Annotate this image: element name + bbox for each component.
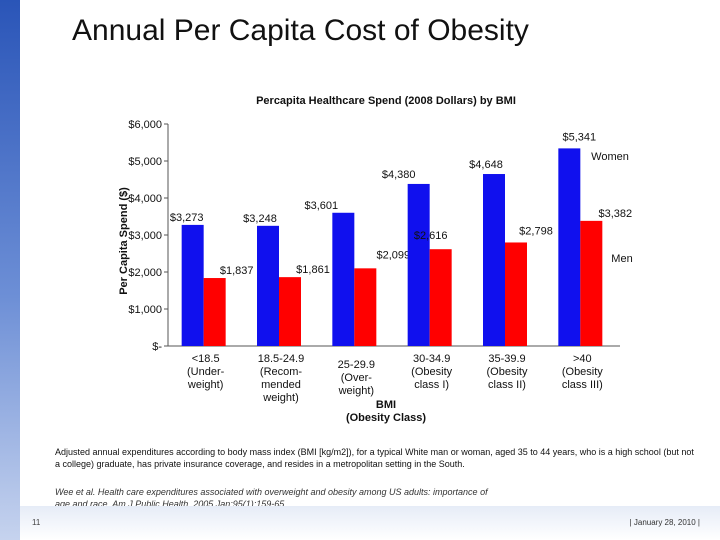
- bar-women: [483, 174, 505, 346]
- x-tick-label: <18.5 (Under-weight): [187, 353, 225, 391]
- data-label-women: $5,341: [563, 131, 597, 143]
- data-label-women: $4,648: [469, 159, 503, 171]
- x-axis-title: BMI (Obesity Class): [346, 399, 426, 424]
- chart-title: Percapita Healthcare Spend (2008 Dollars…: [256, 95, 516, 107]
- data-label-women: $3,601: [305, 200, 339, 212]
- x-tick-label: >40 (Obesity class III): [562, 353, 603, 391]
- bar-men: [354, 268, 377, 346]
- y-tick-label: $-: [152, 341, 162, 353]
- y-tick-label: $1,000: [128, 304, 162, 316]
- y-tick-label: $5,000: [128, 156, 162, 168]
- data-label-men: $1,837: [220, 265, 254, 277]
- y-tick-label: $6,000: [128, 119, 162, 131]
- data-label-men: $2,099: [377, 249, 411, 261]
- citation: Wee et al. Health care expenditures asso…: [55, 487, 488, 509]
- bar-men: [429, 249, 452, 346]
- slide-number: 11: [32, 518, 41, 527]
- data-label-women: $3,248: [243, 213, 277, 225]
- sidebar-stripe: [0, 0, 20, 540]
- bar-men: [279, 277, 301, 346]
- y-tick-label: $2,000: [128, 267, 162, 279]
- footer-date: | January 28, 2010 |: [629, 518, 700, 527]
- data-label-men: $3,382: [599, 208, 633, 220]
- chart-caption: Adjusted annual expenditures according t…: [55, 447, 694, 469]
- bar-women: [407, 183, 430, 346]
- y-axis-title: Per Capita Spend ($): [118, 187, 130, 295]
- bar-men: [580, 220, 603, 346]
- bar-men: [505, 242, 527, 346]
- data-label-women: $4,380: [382, 169, 416, 181]
- data-label-men: $1,861: [296, 264, 330, 276]
- bar-women: [558, 148, 581, 346]
- x-tick-label: 18.5-24.9 (Recom-mended weight): [258, 353, 304, 404]
- bar-women: [332, 212, 355, 346]
- bar-chart: Percapita Healthcare Spend (2008 Dollars…: [118, 95, 633, 424]
- data-label-men: $2,798: [519, 225, 553, 237]
- x-tick-label: 35-39.9 (Obesity class II): [487, 353, 528, 391]
- data-label-women: $3,273: [170, 212, 204, 224]
- bar-women: [181, 224, 204, 346]
- y-tick-label: $3,000: [128, 230, 162, 242]
- data-label-men: $2,616: [414, 230, 448, 242]
- legend-men: Men: [611, 253, 632, 265]
- x-tick-label: 25-29.9 (Over-weight): [338, 359, 375, 397]
- y-tick-label: $4,000: [128, 193, 162, 205]
- bar-men: [203, 278, 226, 346]
- x-tick-label: 30-34.9 (Obesity class I): [411, 353, 452, 391]
- footer-bar: [20, 506, 720, 540]
- bar-women: [257, 225, 279, 346]
- legend-women: Women: [591, 151, 629, 163]
- slide-title: Annual Per Capita Cost of Obesity: [72, 14, 529, 47]
